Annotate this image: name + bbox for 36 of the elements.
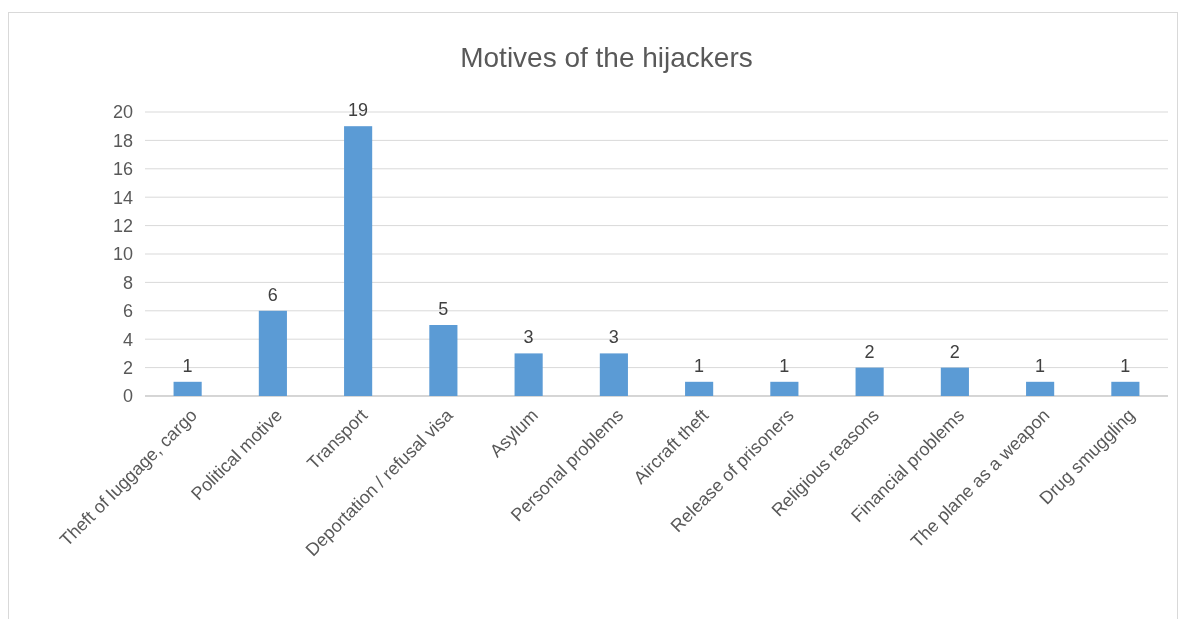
bar <box>514 353 543 396</box>
y-tick-label: 8 <box>122 272 133 293</box>
y-tick-label: 2 <box>122 357 133 378</box>
bar <box>940 367 969 396</box>
y-tick-label: 16 <box>112 159 133 180</box>
y-tick-label: 4 <box>122 329 133 350</box>
y-tick-label: 10 <box>112 244 133 265</box>
data-label: 6 <box>267 284 278 305</box>
bar <box>855 367 884 396</box>
bar <box>258 310 287 396</box>
data-label: 19 <box>348 100 369 121</box>
y-tick-label: 0 <box>122 386 133 407</box>
data-label: 2 <box>864 341 875 362</box>
chart-title: Motives of the hijackers <box>460 42 753 73</box>
bar <box>599 353 628 396</box>
data-label: 1 <box>182 355 193 376</box>
data-label: 1 <box>779 355 790 376</box>
y-tick-label: 20 <box>112 102 133 123</box>
bar <box>770 381 799 396</box>
y-tick-label: 6 <box>122 301 133 322</box>
bar <box>1111 381 1140 396</box>
bar <box>173 381 202 396</box>
data-label: 3 <box>608 327 619 348</box>
y-tick-label: 12 <box>112 215 133 236</box>
bar <box>1026 381 1055 396</box>
data-label: 5 <box>438 299 449 319</box>
data-label: 1 <box>1035 355 1046 376</box>
data-label: 1 <box>1120 355 1131 376</box>
y-tick-label: 18 <box>112 130 133 151</box>
bar <box>429 325 458 396</box>
data-label: 2 <box>949 341 960 362</box>
bar <box>344 126 373 396</box>
y-tick-label: 14 <box>112 187 133 208</box>
bar <box>685 381 714 396</box>
data-label: 3 <box>523 327 534 348</box>
data-label: 1 <box>694 355 705 376</box>
